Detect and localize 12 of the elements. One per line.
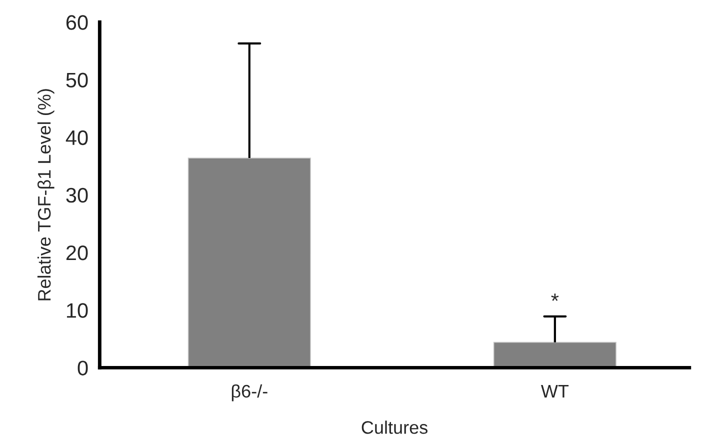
- y-tick-label: 10: [66, 303, 88, 318]
- y-tick-label: 0: [78, 360, 88, 376]
- y-tick-label: 20: [66, 246, 88, 260]
- y-tick-label: 60: [66, 15, 88, 30]
- y-tick-label: 40: [66, 130, 88, 146]
- y-tick-label: 30: [66, 188, 88, 203]
- y-axis-title: Relative TGF-β1 Level (%): [37, 89, 54, 300]
- annotation: *: [551, 294, 559, 301]
- y-tick-label: 50: [66, 72, 88, 88]
- x-axis-title: Cultures: [362, 420, 428, 434]
- x-tick-label: WT: [540, 385, 569, 398]
- x-tick-label: β6-/-: [232, 384, 268, 402]
